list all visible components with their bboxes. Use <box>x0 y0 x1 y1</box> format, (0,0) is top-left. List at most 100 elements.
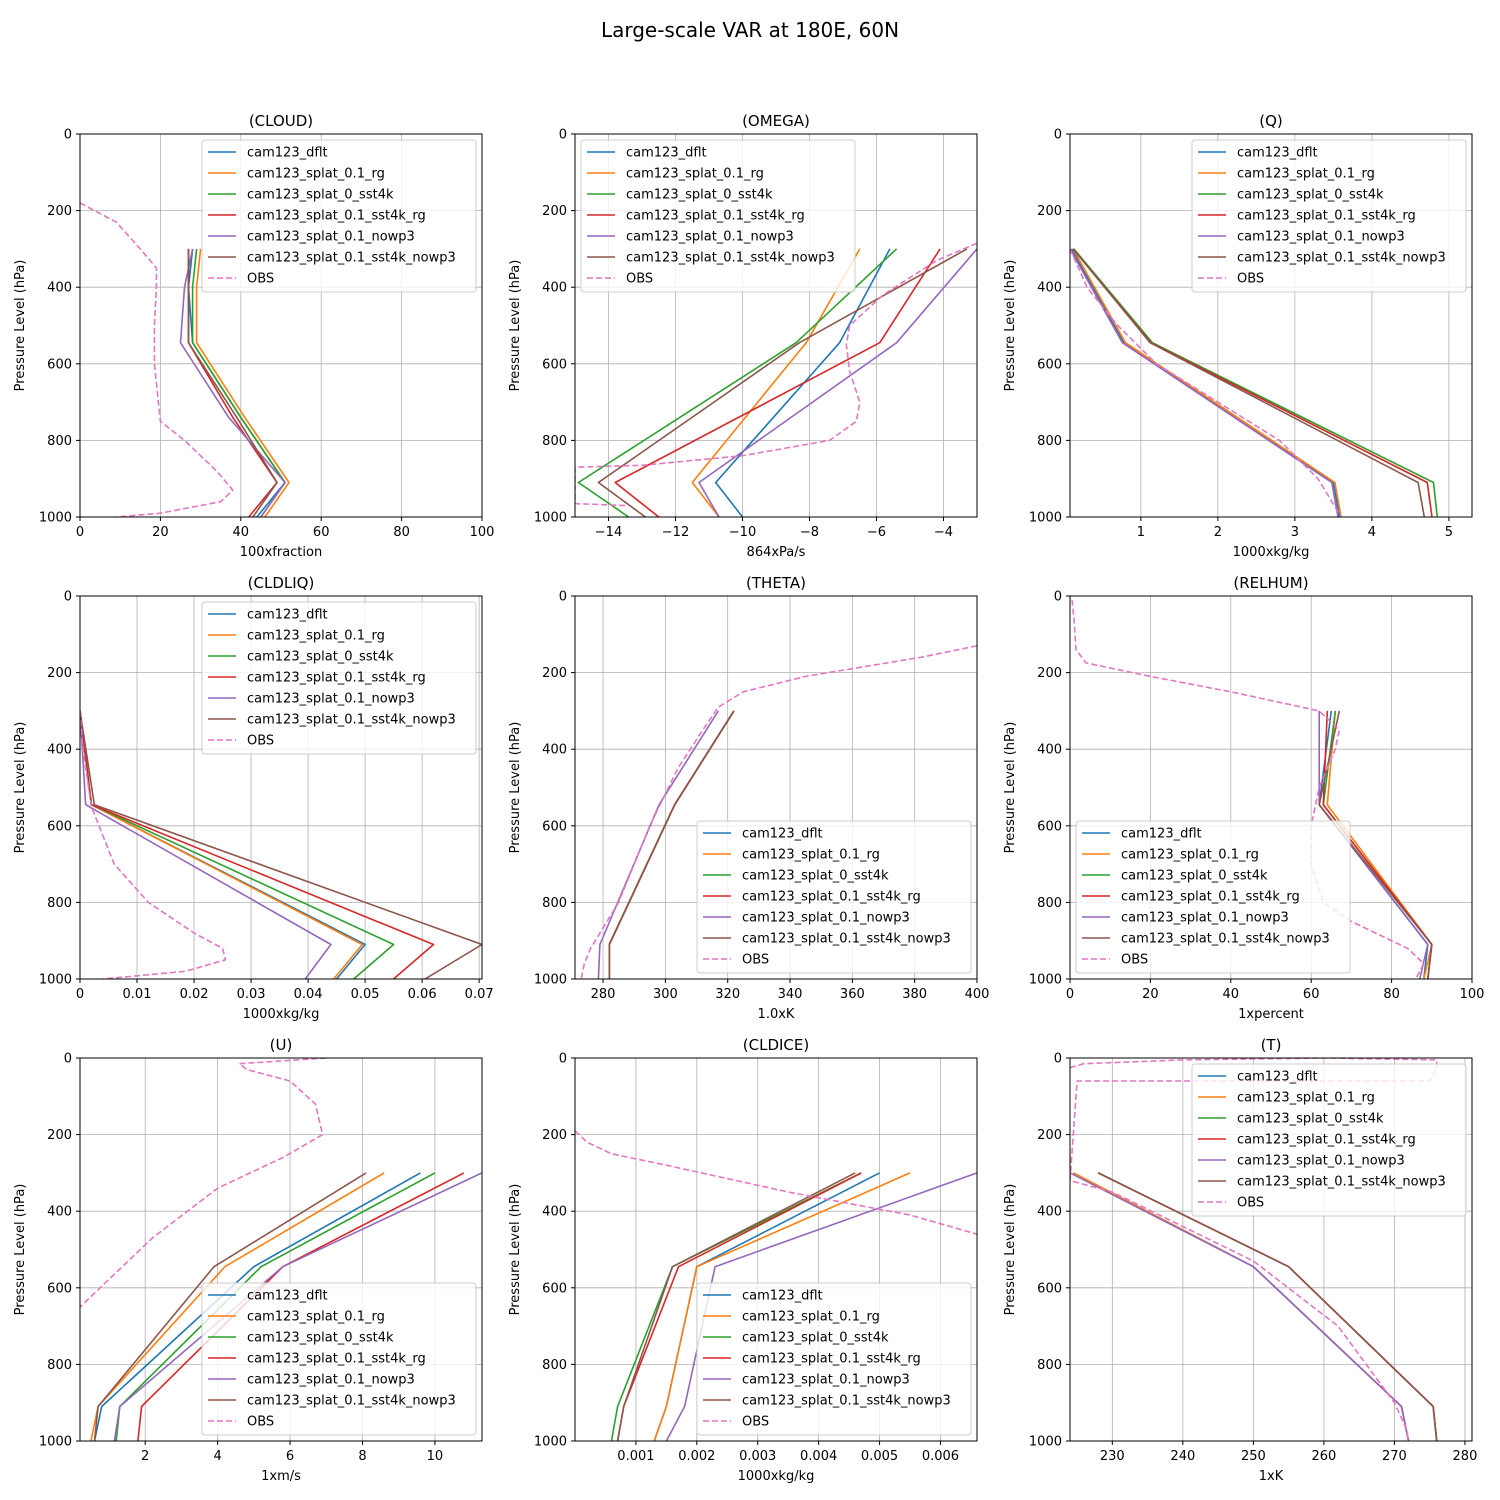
legend-label: cam123_splat_0.1_rg <box>742 1310 880 1325</box>
series-line-OBS <box>580 645 977 979</box>
series-line-cam123_splat_0.1_rg <box>653 1172 911 1441</box>
x-tick-label: 0.02 <box>180 987 209 1002</box>
x-tick-label: 320 <box>715 987 740 1002</box>
x-tick-label: 2 <box>1214 525 1222 540</box>
series-line-cam123_splat_0.1_sst4k_nowp3 <box>93 1172 367 1441</box>
legend-label: cam123_splat_0.1_sst4k_rg <box>626 209 805 224</box>
y-tick-label: 1000 <box>1029 511 1062 526</box>
legend-label: cam123_splat_0.1_sst4k_rg <box>742 890 921 905</box>
subplot-title: (Q) <box>1259 112 1283 130</box>
y-tick-label: 800 <box>47 1358 72 1373</box>
legend-label: cam123_splat_0.1_sst4k_nowp3 <box>1237 1175 1446 1190</box>
x-tick-label: 100 <box>470 525 495 540</box>
y-axis-label: Pressure Level (hPa) <box>13 1184 28 1316</box>
y-tick-label: 1000 <box>39 511 72 526</box>
legend-label: cam123_splat_0_sst4k <box>1121 869 1268 884</box>
y-tick-label: 800 <box>542 434 567 449</box>
x-tick-label: 380 <box>902 987 927 1002</box>
x-tick-label: 0.05 <box>351 987 380 1002</box>
series-line-cam123_splat_0.1_sst4k_nowp3 <box>1072 248 1426 517</box>
legend-label: cam123_splat_0.1_nowp3 <box>626 230 794 245</box>
series-line-OBS <box>575 1130 977 1235</box>
y-tick-label: 400 <box>542 743 567 758</box>
x-tick-label: 340 <box>778 987 803 1002</box>
series-line-cam123_splat_0_sst4k <box>1073 248 1439 517</box>
y-tick-label: 1000 <box>39 1435 72 1450</box>
x-tick-label: 0.004 <box>800 1449 837 1464</box>
series-line-cam123_splat_0.1_sst4k_nowp3 <box>1097 1172 1438 1441</box>
y-tick-label: 600 <box>542 819 567 834</box>
legend-label: cam123_dflt <box>1121 827 1202 842</box>
subplot-title: (CLDLIQ) <box>248 574 315 592</box>
x-tick-label: −6 <box>867 525 886 540</box>
axes-frame <box>79 133 483 518</box>
x-tick-label: 0.005 <box>861 1449 898 1464</box>
legend-label: cam123_splat_0.1_rg <box>1121 848 1259 863</box>
x-tick-label: 230 <box>1100 1449 1125 1464</box>
y-tick-label: 600 <box>1037 1281 1062 1296</box>
legend: cam123_dflt cam123_splat_0.1_rg cam123_spl… <box>696 820 972 974</box>
legend: cam123_dflt cam123_splat_0.1_rg cam123_spl… <box>1075 820 1351 974</box>
x-tick-label: 4 <box>213 1449 221 1464</box>
series-line-cam123_splat_0_sst4k <box>115 1172 436 1441</box>
x-tick-label: −10 <box>729 525 756 540</box>
x-axis-label: 864xPa/s <box>747 545 806 560</box>
x-tick-label: 3 <box>1291 525 1299 540</box>
legend-label: cam123_splat_0_sst4k <box>247 650 394 665</box>
legend-label: cam123_splat_0_sst4k <box>1237 1112 1384 1127</box>
legend-label: OBS <box>247 734 274 749</box>
x-tick-label: −12 <box>662 525 689 540</box>
x-tick-label: 60 <box>1303 987 1320 1002</box>
legend-label: cam123_splat_0.1_sst4k_nowp3 <box>742 1394 951 1409</box>
x-axis-label: 1xpercent <box>1238 1007 1304 1022</box>
y-tick-label: 200 <box>47 666 72 681</box>
series-line-cam123_splat_0.1_rg <box>691 248 861 517</box>
y-tick-label: 200 <box>1037 666 1062 681</box>
legend-label: cam123_dflt <box>247 608 328 623</box>
legend-label: cam123_splat_0.1_sst4k_rg <box>1121 890 1300 905</box>
y-tick-label: 0 <box>1054 1052 1062 1067</box>
y-tick-label: 600 <box>542 1281 567 1296</box>
y-tick-label: 400 <box>47 281 72 296</box>
legend-label: cam123_splat_0.1_sst4k_rg <box>1237 1133 1416 1148</box>
legend-label: cam123_splat_0_sst4k <box>247 188 394 203</box>
legend-box <box>201 1282 477 1436</box>
y-tick-label: 400 <box>542 281 567 296</box>
subplot-5: 280 300 320 340 360 380 400 0 200 400 600 800 1000 (T… <box>508 574 989 1022</box>
x-tick-label: −14 <box>595 525 622 540</box>
series-line-cam123_splat_0.1_nowp3 <box>113 1172 482 1441</box>
legend-box <box>1075 820 1351 974</box>
y-tick-label: 600 <box>542 357 567 372</box>
subplot-title: (T) <box>1261 1036 1282 1054</box>
y-axis-label: Pressure Level (hPa) <box>1003 1184 1018 1316</box>
y-tick-label: 800 <box>1037 1358 1062 1373</box>
legend-box <box>201 601 477 755</box>
y-tick-label: 400 <box>47 743 72 758</box>
x-tick-label: 80 <box>393 525 410 540</box>
subplot-8: 0.001 0.002 0.003 0.004 0.005 0.006 0 200 400 600… <box>508 1036 978 1484</box>
legend: cam123_dflt cam123_splat_0.1_rg cam123_spl… <box>1191 139 1467 293</box>
legend-label: cam123_splat_0.1_nowp3 <box>1121 911 1289 926</box>
x-tick-label: 0.04 <box>294 987 323 1002</box>
legend-label: cam123_splat_0.1_rg <box>247 167 385 182</box>
legend-label: cam123_dflt <box>247 146 328 161</box>
series-line-cam123_dflt <box>93 1172 421 1441</box>
series-line-OBS <box>80 710 227 979</box>
series-line-cam123_splat_0_sst4k <box>577 248 898 517</box>
y-tick-label: 200 <box>1037 204 1062 219</box>
y-tick-label: 800 <box>47 896 72 911</box>
legend-box <box>1191 1063 1467 1217</box>
y-tick-label: 400 <box>1037 1205 1062 1220</box>
subplot-3: 1 2 3 4 5 0 200 400 600 800 1000 (Q) 1000xkg/kg Press… <box>1003 112 1473 560</box>
y-tick-label: 800 <box>542 1358 567 1373</box>
y-tick-label: 1000 <box>1029 1435 1062 1450</box>
legend-box <box>1191 139 1467 293</box>
x-tick-label: 270 <box>1382 1449 1407 1464</box>
legend-label: cam123_splat_0.1_nowp3 <box>247 1373 415 1388</box>
legend-label: OBS <box>247 1415 274 1430</box>
series-line-cam123_splat_0.1_sst4k_nowp3 <box>80 710 482 979</box>
legend: cam123_dflt cam123_splat_0.1_rg cam123_spl… <box>201 1282 477 1436</box>
y-tick-label: 200 <box>542 204 567 219</box>
y-tick-label: 0 <box>1054 128 1062 143</box>
legend-label: cam123_splat_0.1_nowp3 <box>742 1373 910 1388</box>
